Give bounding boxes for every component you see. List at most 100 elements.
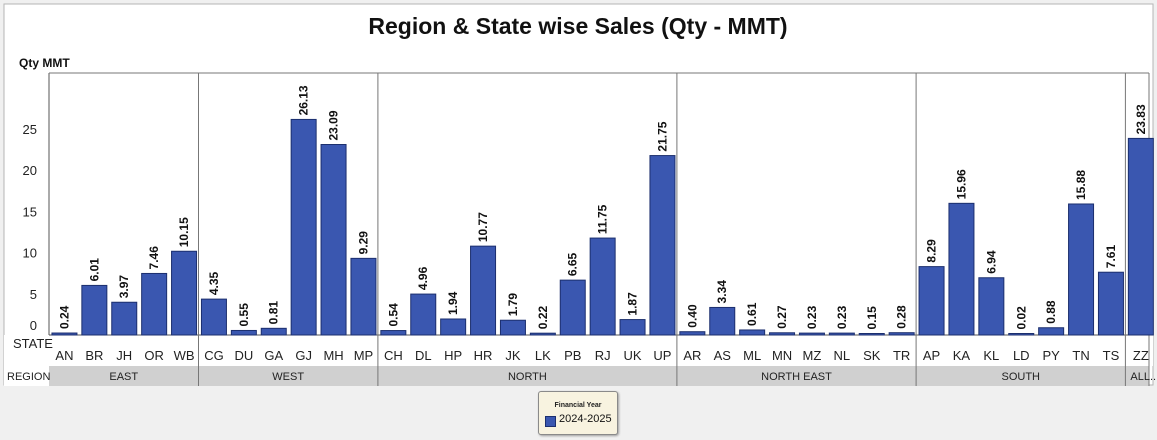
bar: [769, 332, 796, 336]
bar: [499, 319, 526, 336]
bar: [948, 202, 975, 336]
data-label: 8.29: [925, 239, 939, 263]
bar: [1127, 137, 1154, 336]
data-label: 0.22: [536, 306, 550, 330]
bar: [230, 329, 257, 336]
bar: [978, 277, 1005, 336]
bar: [380, 330, 407, 336]
data-label: 4.35: [207, 271, 221, 295]
bar: [918, 266, 945, 336]
x-tick-label: LD: [1013, 348, 1030, 363]
region-label: EAST: [109, 371, 138, 383]
bar: [81, 284, 108, 336]
data-label: 10.15: [177, 217, 191, 247]
data-label: 23.83: [1134, 104, 1148, 134]
data-label: 26.13: [297, 85, 311, 115]
bar: [1038, 327, 1065, 336]
region-header-bg: [4, 366, 49, 386]
bar: [111, 301, 138, 336]
data-label: 4.96: [416, 266, 430, 290]
y-tick-label: 10: [23, 246, 37, 261]
x-tick-label: GA: [264, 348, 283, 363]
data-label: 7.46: [147, 246, 161, 270]
bar: [51, 332, 78, 336]
x-tick-label: JK: [505, 348, 521, 363]
data-label: 0.81: [267, 301, 281, 325]
x-tick-label: JH: [116, 348, 132, 363]
bar: [739, 329, 766, 336]
x-tick-label: DL: [415, 348, 432, 363]
x-tick-label: OR: [144, 348, 164, 363]
bar: [470, 245, 497, 336]
data-label: 9.29: [356, 231, 370, 255]
x-tick-label: PY: [1042, 348, 1060, 363]
bar: [200, 298, 227, 336]
data-label: 3.34: [715, 280, 729, 304]
x-tick-label: WB: [174, 348, 195, 363]
y-tick-label: 25: [23, 122, 37, 137]
data-label: 0.15: [865, 306, 879, 330]
data-label: 23.09: [327, 110, 341, 140]
bar: [440, 318, 467, 336]
chart-title: Region & State wise Sales (Qty - MMT): [368, 13, 787, 39]
x-tick-label: AR: [683, 348, 701, 363]
y-tick-label: 15: [23, 204, 37, 219]
legend-swatch: [545, 416, 556, 427]
data-label: 6.01: [87, 258, 101, 282]
x-tick-label: PB: [564, 348, 581, 363]
x-tick-label: RJ: [595, 348, 611, 363]
plot-area: STATE REGION 0 5 10 15 20 25 0.24 AN 6.01 BR 3.97 JH 7…: [4, 72, 1157, 386]
bar: [141, 272, 168, 336]
bar: [290, 118, 317, 336]
data-label: 1.79: [506, 293, 520, 317]
x-tick-label: DU: [234, 348, 253, 363]
region-label: NORTH EAST: [761, 371, 832, 383]
x-tick-label: TN: [1072, 348, 1089, 363]
data-label: 0.54: [386, 303, 400, 327]
bar: [1008, 333, 1035, 336]
bar: [888, 332, 915, 336]
x-tick-label: KA: [953, 348, 971, 363]
data-label: 11.75: [596, 204, 610, 234]
y-tick-label: 0: [30, 318, 37, 333]
bar: [410, 293, 437, 336]
x-tick-label: ZZ: [1133, 348, 1149, 363]
y-tick-label: 20: [23, 163, 37, 178]
bar: [798, 332, 825, 336]
x-tick-label: MP: [354, 348, 374, 363]
x-tick-label: LK: [535, 348, 551, 363]
x-tick-label: BR: [85, 348, 103, 363]
bar: [1068, 203, 1095, 336]
x-tick-label: TS: [1103, 348, 1120, 363]
x-tick-label: HR: [474, 348, 493, 363]
data-label: 3.97: [117, 275, 131, 299]
x-tick-label: MN: [772, 348, 792, 363]
region-label: SOUTH: [1002, 371, 1041, 383]
data-label: 1.87: [626, 292, 640, 316]
x-tick-label: AS: [714, 348, 732, 363]
x-tick-label: CH: [384, 348, 403, 363]
data-label: 0.27: [775, 305, 789, 329]
x-tick-label: AP: [923, 348, 940, 363]
bar: [709, 306, 736, 336]
state-row-bg: [4, 335, 1153, 366]
x-tick-label: TR: [893, 348, 910, 363]
data-label: 10.77: [476, 212, 490, 242]
data-label: 0.88: [1044, 300, 1058, 324]
bar: [529, 332, 556, 336]
x-tick-label: MZ: [803, 348, 822, 363]
data-label: 6.65: [566, 252, 580, 276]
x-tick-label: SK: [863, 348, 881, 363]
x-tick-label: KL: [983, 348, 999, 363]
data-label: 15.88: [1074, 170, 1088, 200]
bar: [619, 319, 646, 336]
x-tick-label: CG: [204, 348, 224, 363]
bar: [649, 155, 676, 336]
x-tick-label: GJ: [295, 348, 312, 363]
state-row-label: STATE: [13, 336, 53, 351]
y-tick-label: 5: [30, 287, 37, 302]
bar: [559, 279, 586, 336]
data-label: 0.40: [685, 304, 699, 328]
legend-title: Financial Year: [554, 402, 602, 409]
legend: Financial Year 2024-2025: [538, 391, 618, 435]
